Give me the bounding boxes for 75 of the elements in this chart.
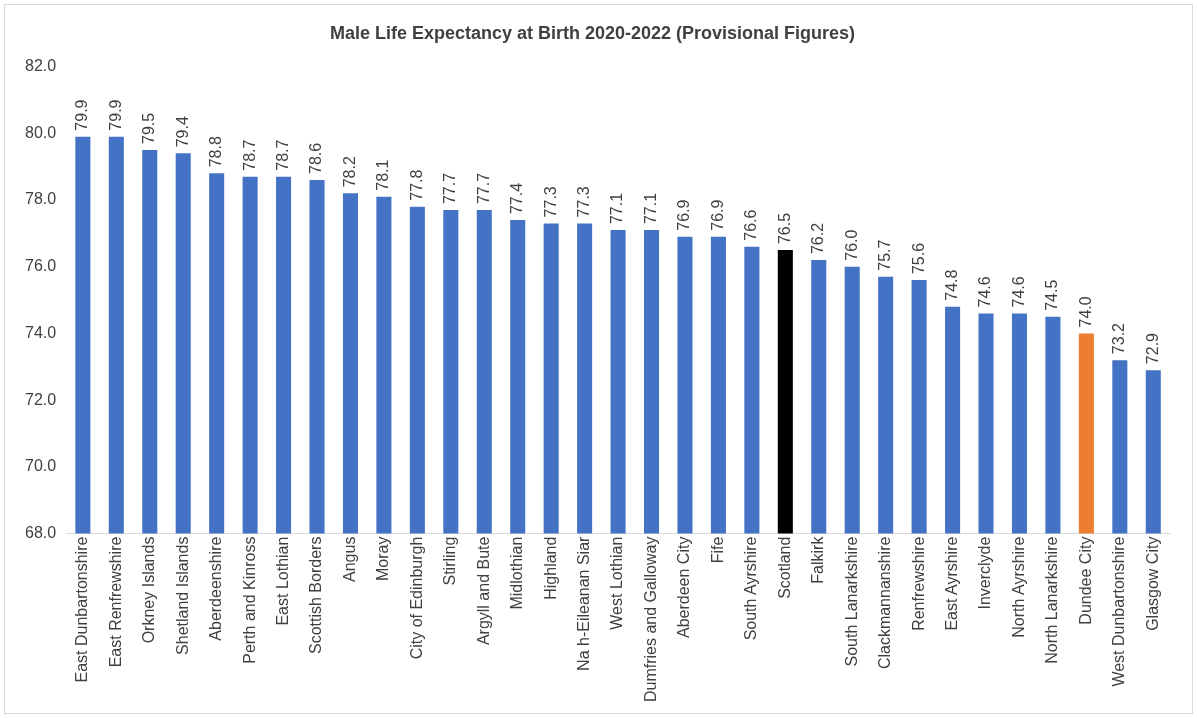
y-tick-label: 78.0 [25,190,57,208]
x-tick-label: East Renfrewshire [106,536,124,668]
data-label: 78.7 [273,139,291,171]
data-label: 79.9 [106,99,124,131]
y-tick-label: 72.0 [25,390,57,408]
data-label: 74.0 [1076,296,1094,328]
data-label: 77.1 [641,192,659,225]
data-label: 79.5 [140,112,158,144]
x-tick-label: Renfrewshire [909,536,927,631]
x-tick-label: Shetland Islands [173,536,191,655]
data-label: 73.2 [1110,322,1128,355]
x-tick-label: West Dunbartonshire [1110,536,1128,687]
data-label: 76.2 [809,222,827,255]
x-tick-label: Inverclyde [976,536,994,610]
y-tick-label: 70.0 [25,457,57,475]
x-tick-label: East Lothian [273,536,291,626]
x-tick-label: Fife [708,536,726,564]
data-label: 77.7 [441,172,459,205]
x-tick-label: Orkney Islands [140,536,158,644]
data-label: 77.3 [575,186,593,218]
data-label: 79.4 [173,116,191,148]
data-label: 78.7 [240,139,258,171]
data-label: 79.9 [73,99,91,131]
x-tick-label: Dumfries and Galloway [641,536,659,703]
x-tick-label: East Dunbartonshire [73,536,91,683]
x-tick-label: West Lothian [608,536,626,630]
x-tick-label: Scottish Borders [307,536,325,654]
x-tick-label: Stirling [441,536,459,586]
x-tick-label: South Ayrshire [742,536,760,641]
x-tick-label: Highland [541,536,559,600]
x-tick-label: Aberdeen City [675,536,693,638]
y-tick-label: 68.0 [25,524,57,542]
chart-title: Male Life Expectancy at Birth 2020-2022 (Provisional Figures) [329,22,856,43]
data-label: 77.4 [508,182,526,215]
x-tick-label: Aberdeenshire [207,536,225,641]
data-label: 77.1 [608,192,626,225]
y-tick-label: 74.0 [25,323,57,341]
x-tick-label: Glasgow City [1143,536,1161,631]
data-label: 74.6 [976,276,994,308]
x-tick-label: Midlothian [508,536,526,610]
y-tick-label: 80.0 [25,123,57,141]
data-label: 76.6 [742,209,760,241]
x-tick-label: Scotland [775,536,793,599]
data-label: 76.9 [675,199,693,231]
y-tick-label: 76.0 [25,257,57,275]
x-tick-label: City of Edinburgh [407,536,425,660]
data-label: 74.5 [1043,279,1061,311]
data-label: 76.9 [708,199,726,231]
x-tick-label: Angus [340,536,358,582]
data-label: 78.6 [307,142,325,175]
y-tick-label: 82.0 [25,57,57,75]
x-tick-label: Clackmannanshire [876,536,894,670]
x-tick-label: Na h-Eileanan Siar [575,535,593,671]
x-tick-label: Dundee City [1076,536,1094,625]
data-label: 78.8 [207,136,225,168]
data-label: 78.2 [340,156,358,188]
data-label: 78.1 [374,159,392,191]
data-label: 74.8 [942,269,960,301]
x-tick-label: Moray [374,536,392,582]
data-label: 77.8 [407,169,425,201]
data-label: 74.6 [1009,276,1027,308]
data-label: 75.6 [909,242,927,275]
x-tick-label: North Lanarkshire [1043,536,1061,664]
x-tick-label: South Lanarkshire [842,536,860,667]
x-tick-label: Perth and Kinross [240,536,258,664]
data-label: 75.7 [876,239,894,271]
data-label: 76.0 [842,229,860,261]
x-tick-label: Falkirk [809,535,827,584]
x-tick-label: Argyll and Bute [474,536,492,646]
data-label: 77.7 [474,172,492,205]
x-tick-label: North Ayrshire [1009,536,1027,638]
data-label: 76.5 [775,212,793,245]
data-label: 72.9 [1143,332,1161,365]
x-tick-label: East Ayrshire [942,536,960,631]
data-label: 77.3 [541,186,559,218]
